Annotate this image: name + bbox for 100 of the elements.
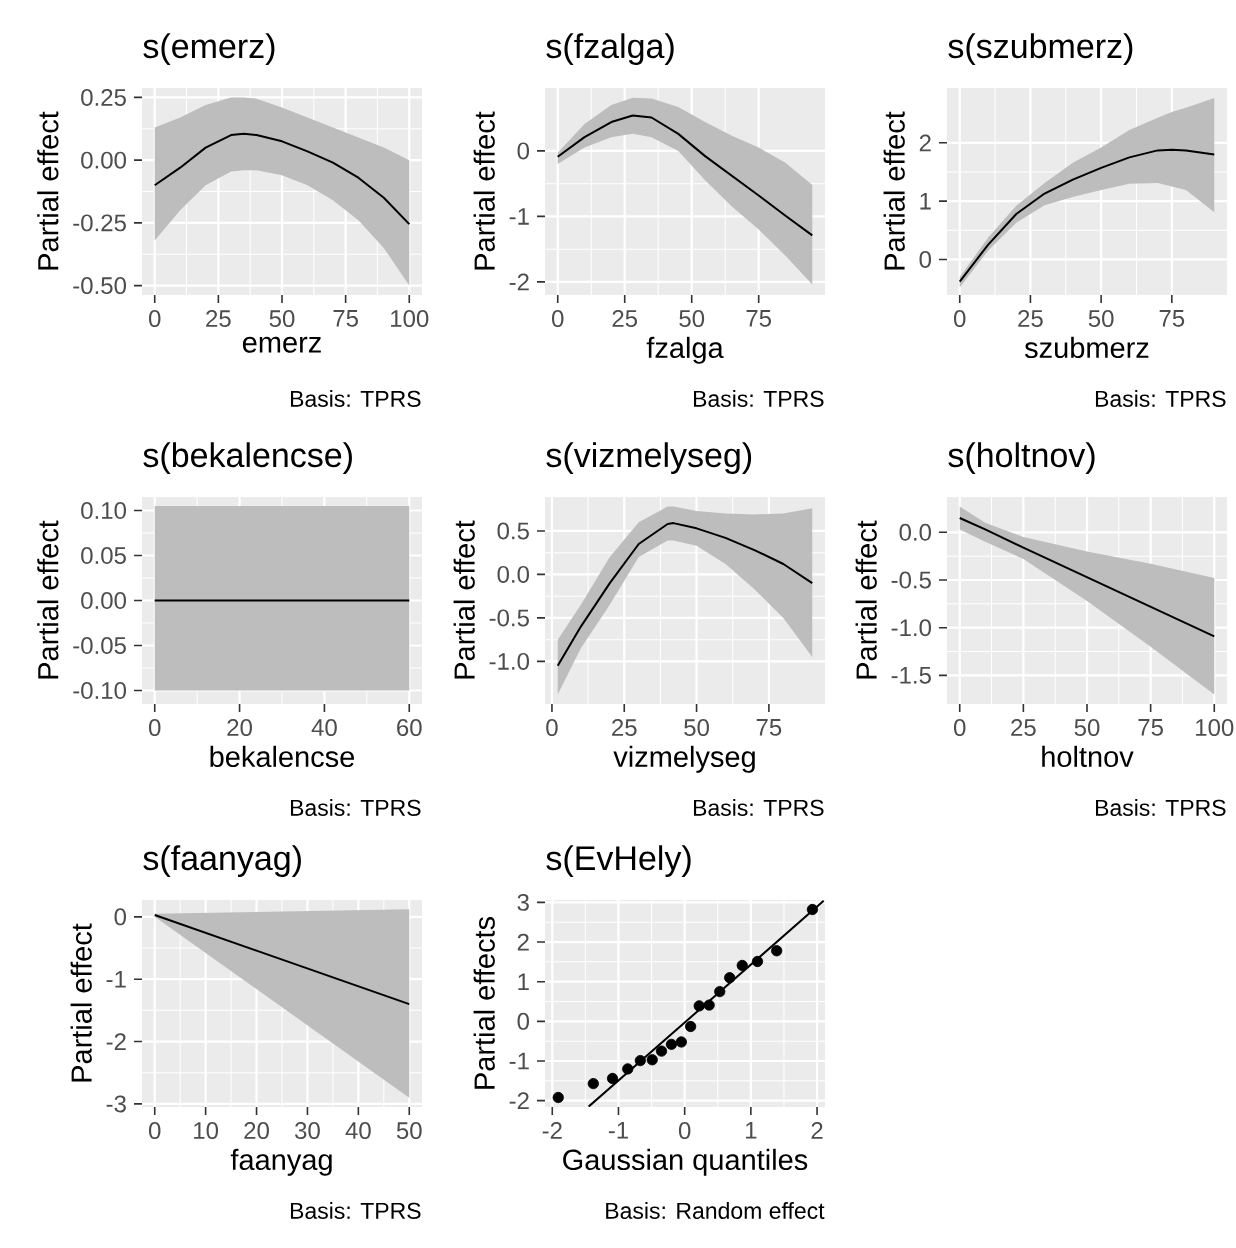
y-axis-title: Partial effect bbox=[473, 111, 495, 270]
x-tick-label: 30 bbox=[295, 1122, 320, 1140]
x-tick-label: 50 bbox=[396, 1122, 422, 1140]
x-tick-label: 100 bbox=[391, 310, 429, 328]
y-tick-label: -0.50 bbox=[73, 277, 126, 295]
chart-title: s(fzalga) bbox=[546, 33, 674, 65]
y-tick-label: 0.0 bbox=[899, 523, 932, 541]
x-tick-label: 0 bbox=[148, 719, 161, 737]
y-tick-label: 0 bbox=[919, 250, 932, 268]
chart-title: s(szubmerz) bbox=[948, 33, 1133, 65]
x-tick-label: 50 bbox=[1074, 719, 1100, 737]
text: Basis: Random effect bbox=[606, 1202, 825, 1219]
y-tick-label: 3 bbox=[517, 893, 529, 911]
point bbox=[552, 1091, 564, 1104]
y-tick-label: -2 bbox=[106, 1033, 126, 1050]
point bbox=[587, 1078, 599, 1090]
x-tick-label: 40 bbox=[345, 1122, 371, 1140]
y-tick-label: -0.25 bbox=[73, 214, 126, 232]
y-tick-label: -0.05 bbox=[73, 637, 126, 654]
x-tick-label: 25 bbox=[612, 310, 638, 328]
x-tick-label: 25 bbox=[612, 719, 637, 737]
x-tick-label: 75 bbox=[746, 310, 772, 327]
y-tick-label: -2 bbox=[509, 1092, 529, 1110]
y-tick-label: 0.00 bbox=[81, 592, 126, 609]
y-tick-label: 0 bbox=[517, 142, 530, 160]
x-tick-label: 25 bbox=[206, 310, 231, 328]
x-tick-label: 75 bbox=[1138, 719, 1163, 736]
x-tick-label: 100 bbox=[1196, 719, 1234, 737]
x-tick-label: 75 bbox=[756, 719, 782, 736]
y-tick-label: 0.00 bbox=[81, 151, 126, 169]
point bbox=[675, 1036, 687, 1048]
point bbox=[685, 1020, 697, 1033]
y-axis-title: Partial effect bbox=[855, 520, 877, 679]
y-tick-label: 2 bbox=[517, 933, 529, 951]
y-tick-label: -1 bbox=[106, 970, 126, 988]
y-tick-label: 0.25 bbox=[81, 88, 126, 106]
y-axis-title: Partial effects bbox=[473, 916, 495, 1089]
y-tick-label: 2 bbox=[919, 134, 931, 152]
text: Basis: TPRS bbox=[290, 799, 421, 816]
y-tick-label: -1 bbox=[509, 1052, 529, 1070]
line-series bbox=[556, 522, 814, 667]
x-tick-label: 60 bbox=[397, 719, 422, 737]
x-tick-label: 20 bbox=[227, 719, 252, 737]
x-axis-title: szubmerz bbox=[1024, 336, 1149, 359]
chart-title: s(faanyag) bbox=[143, 845, 301, 877]
y-tick-label: 0 bbox=[517, 1012, 530, 1030]
x-tick-label: 20 bbox=[244, 1122, 269, 1140]
x-tick-label: 50 bbox=[684, 719, 709, 737]
y-tick-label: 0.0 bbox=[497, 565, 530, 583]
y-tick-label: -2 bbox=[509, 273, 529, 291]
y-tick-label: -1.0 bbox=[891, 619, 932, 637]
text: Basis: TPRS bbox=[1095, 799, 1226, 816]
x-tick-label: 0 bbox=[551, 310, 564, 328]
y-axis-title: Partial effect bbox=[70, 923, 92, 1082]
point bbox=[724, 972, 736, 984]
x-tick-label: 25 bbox=[1018, 310, 1043, 328]
point bbox=[771, 945, 783, 957]
x-axis-title: holtnov bbox=[1042, 745, 1134, 768]
y-tick-label: 1 bbox=[920, 192, 931, 210]
point bbox=[655, 1045, 668, 1057]
x-tick-label: -2 bbox=[542, 1122, 562, 1139]
line-series bbox=[153, 132, 411, 226]
text: Basis: TPRS bbox=[693, 799, 824, 816]
y-tick-label: -0.5 bbox=[489, 609, 529, 627]
x-tick-label: 0 bbox=[148, 1122, 161, 1140]
y-tick-label: -1 bbox=[509, 208, 529, 225]
y-tick-label: 0 bbox=[114, 908, 127, 926]
x-tick-label: 0 bbox=[678, 1122, 691, 1140]
text: Basis: TPRS bbox=[1095, 390, 1226, 407]
x-axis-title: Gaussian quantiles bbox=[563, 1148, 808, 1176]
x-tick-label: 40 bbox=[311, 719, 337, 737]
chart-title: s(vizmelyseg) bbox=[546, 442, 752, 474]
y-axis-title: Partial effect bbox=[453, 520, 475, 679]
x-tick-label: 0 bbox=[953, 310, 966, 328]
y-axis-title: Partial effect bbox=[37, 111, 59, 270]
y-tick-label: -0.10 bbox=[73, 682, 126, 699]
line-series bbox=[958, 148, 1216, 283]
y-tick-label: 0.10 bbox=[81, 502, 126, 519]
x-tick-label: 1 bbox=[746, 1122, 757, 1139]
y-tick-label: 0.05 bbox=[81, 547, 126, 564]
x-axis-title: faanyag bbox=[230, 1148, 332, 1176]
x-tick-label: -1 bbox=[608, 1122, 628, 1139]
chart-title: s(holtnov) bbox=[948, 442, 1095, 474]
point bbox=[736, 959, 748, 972]
x-tick-label: 50 bbox=[1088, 310, 1114, 328]
x-axis-title: emerz bbox=[242, 336, 321, 353]
point bbox=[646, 1054, 658, 1066]
x-tick-label: 0 bbox=[546, 719, 558, 737]
y-axis-title: Partial effect bbox=[37, 520, 59, 679]
point bbox=[606, 1072, 619, 1085]
point bbox=[665, 1038, 678, 1050]
y-tick-label: -1.5 bbox=[891, 667, 931, 684]
chart-title: s(EvHely) bbox=[546, 845, 691, 877]
text: Basis: TPRS bbox=[290, 390, 421, 407]
x-axis-title: vizmelyseg bbox=[613, 745, 755, 773]
x-tick-label: 0 bbox=[148, 310, 161, 328]
x-tick-label: 50 bbox=[269, 310, 295, 328]
y-tick-label: -0.5 bbox=[891, 571, 931, 589]
x-tick-label: 25 bbox=[1011, 719, 1036, 737]
x-tick-label: 2 bbox=[811, 1122, 823, 1139]
